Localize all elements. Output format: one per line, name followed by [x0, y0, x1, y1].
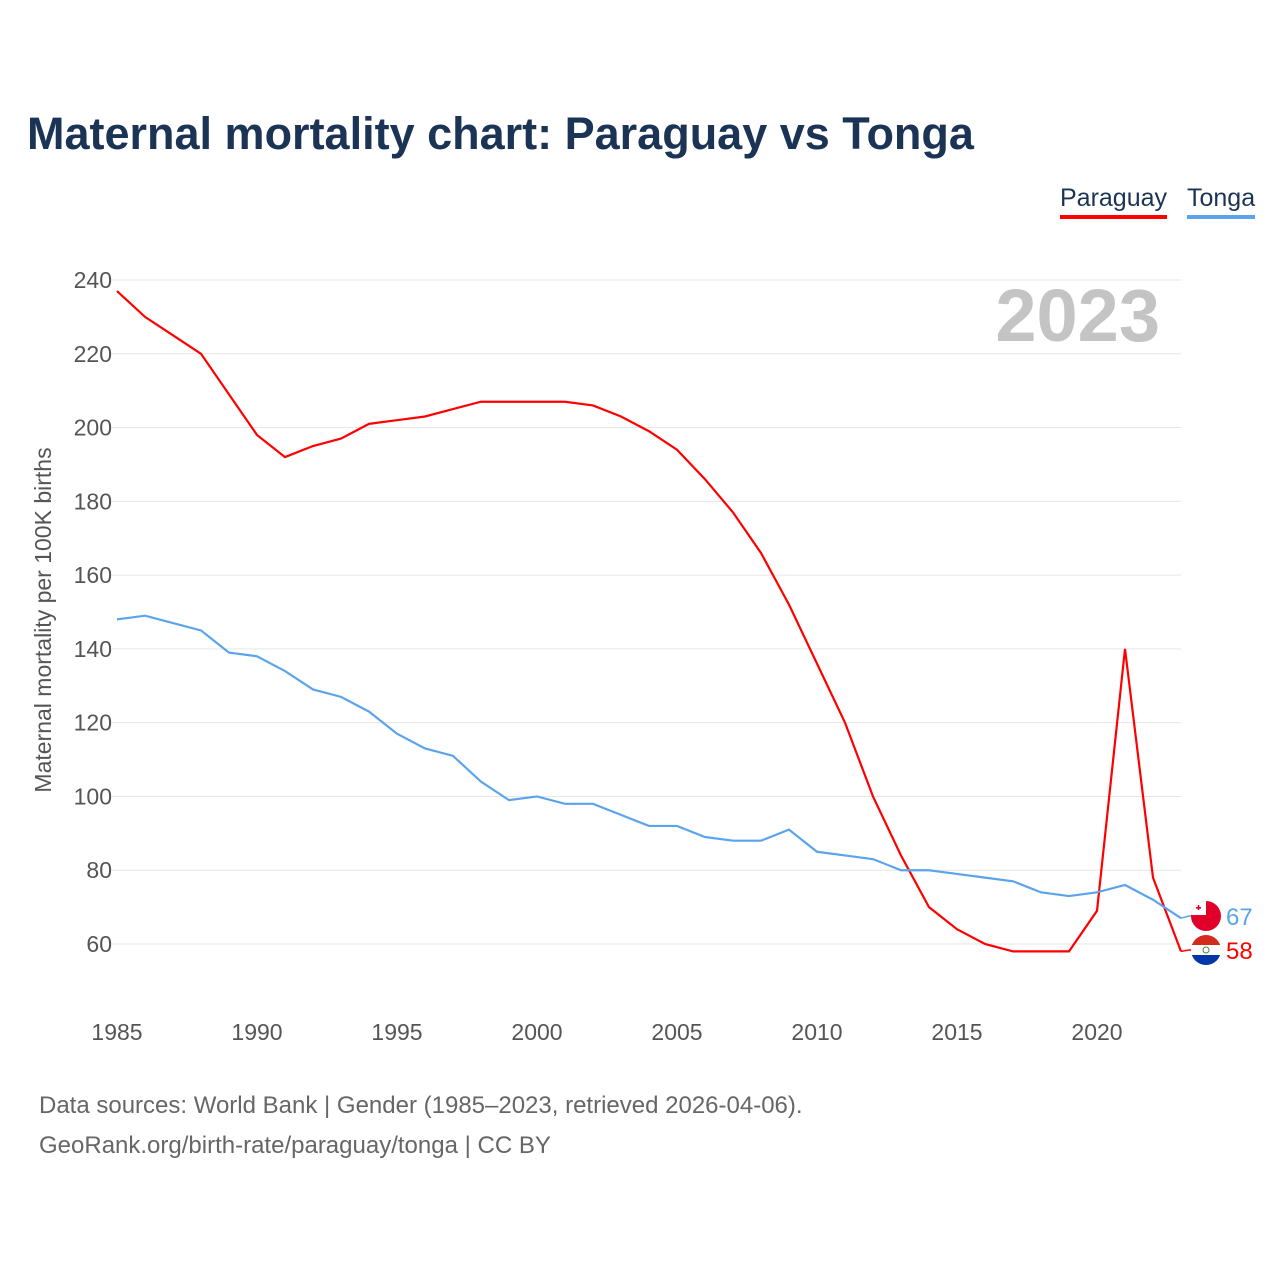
y-tick-label: 140: [74, 636, 112, 662]
x-tick-label: 2020: [1071, 1019, 1122, 1045]
y-tick-label: 220: [74, 341, 112, 367]
y-tick-label: 80: [86, 857, 112, 883]
y-axis-label: Maternal mortality per 100K births: [30, 447, 56, 792]
y-tick-label: 200: [74, 415, 112, 441]
y-tick-label: 60: [86, 931, 112, 957]
x-tick-label: 1995: [371, 1019, 422, 1045]
chart-title: Maternal mortality chart: Paraguay vs To…: [27, 108, 974, 159]
year-watermark: 2023: [995, 274, 1160, 357]
paraguay-flag-icon: [1191, 935, 1221, 965]
x-tick-label: 2010: [791, 1019, 842, 1045]
y-tick-label: 100: [74, 783, 112, 809]
x-tick-label: 1985: [91, 1019, 142, 1045]
legend-paraguay[interactable]: Paraguay: [1060, 184, 1168, 219]
legend-tonga[interactable]: Tonga: [1187, 184, 1256, 219]
tonga-flag-icon: [1191, 901, 1221, 931]
series-line-paraguay: [116, 290, 1183, 953]
end-value-paraguay: 58: [1226, 938, 1253, 965]
end-connector: [1180, 915, 1192, 919]
footer: Data sources: World Bank | Gender (1985–…: [39, 1086, 803, 1166]
end-value-tonga: 67: [1226, 904, 1253, 931]
footer-link[interactable]: GeoRank.org/birth-rate/paraguay/tonga | …: [39, 1132, 551, 1159]
footer-sources: Data sources: World Bank | Gender (1985–…: [39, 1092, 803, 1119]
x-tick-label: 2000: [511, 1019, 562, 1045]
x-tick-label: 2015: [931, 1019, 982, 1045]
end-connector: [1180, 949, 1192, 953]
y-tick-label: 160: [74, 562, 112, 588]
x-tick-label: 1990: [231, 1019, 282, 1045]
y-tick-label: 240: [74, 267, 112, 293]
y-tick-label: 120: [74, 710, 112, 736]
series-line-tonga: [116, 614, 1182, 920]
x-tick-label: 2005: [651, 1019, 702, 1045]
y-tick-label: 180: [74, 488, 112, 514]
